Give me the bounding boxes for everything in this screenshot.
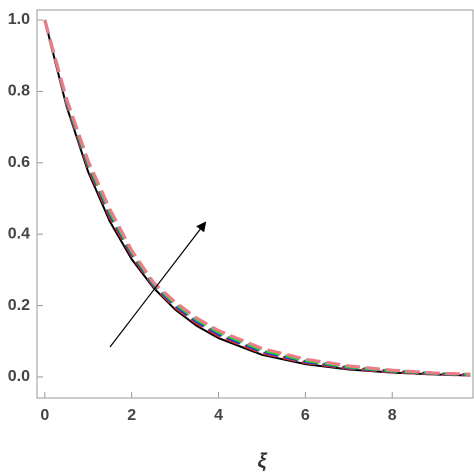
x-tick-label: 6 — [301, 407, 310, 424]
plot-frame — [36, 9, 474, 399]
y-tick-label: 0.2 — [8, 297, 30, 314]
series-line — [43, 19, 471, 377]
series-line — [43, 19, 471, 376]
y-tick-label: 0.6 — [8, 154, 30, 171]
x-tick-label: 0 — [40, 407, 49, 424]
arrow — [109, 221, 207, 348]
x-tick-label: 2 — [127, 407, 136, 424]
y-tick-label: 0.8 — [8, 83, 30, 100]
series-line — [43, 19, 471, 377]
x-tick-label: 8 — [388, 407, 397, 424]
x-tick-label: 4 — [214, 407, 223, 424]
series-line — [43, 19, 471, 376]
x-axis-label: ξ — [258, 450, 268, 472]
y-tick-label: 0.4 — [8, 225, 30, 242]
y-tick-label: 0.0 — [8, 368, 30, 385]
y-tick-label: 1.0 — [8, 11, 30, 28]
series-line — [43, 19, 471, 377]
